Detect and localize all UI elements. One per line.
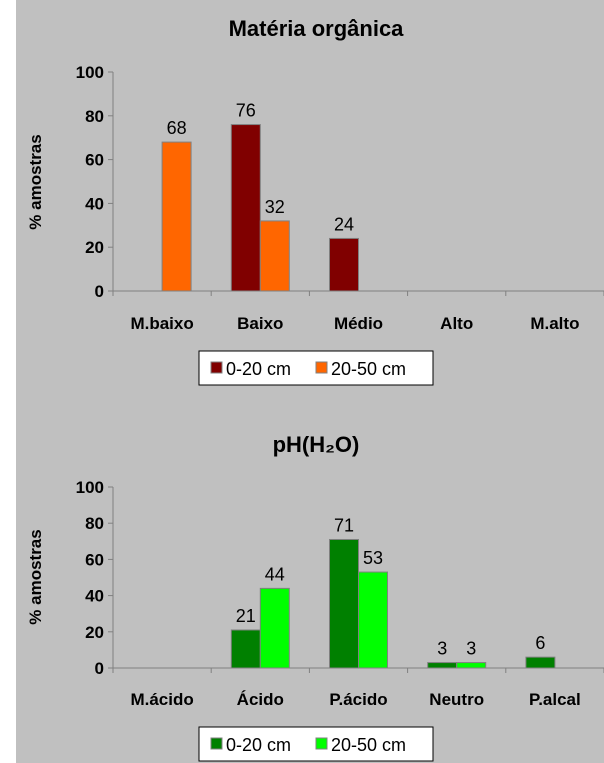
bar (329, 237, 359, 292)
data-label: 71 (334, 515, 354, 535)
legend-swatch (210, 737, 223, 750)
legend-label: 20-50 cm (331, 359, 406, 379)
bar (259, 220, 290, 292)
bar (329, 538, 359, 669)
x-tick-label: Médio (334, 314, 383, 333)
y-tick-label: 40 (85, 587, 104, 606)
y-tick-label: 60 (85, 550, 104, 569)
y-tick-label: 0 (95, 659, 104, 678)
data-label: 53 (363, 548, 383, 568)
bar (230, 124, 261, 292)
data-label: 44 (265, 564, 285, 584)
legend-swatch (315, 361, 328, 374)
legend-label: 0-20 cm (226, 359, 291, 379)
x-tick-label: M.ácido (130, 690, 193, 709)
x-tick-label: Alto (440, 314, 473, 333)
y-tick-label: 100 (76, 478, 104, 497)
y-axis-label: % amostras (26, 529, 45, 624)
chart-title: pH(H₂O) (273, 432, 360, 457)
x-tick-label: M.baixo (130, 314, 193, 333)
bar (259, 587, 290, 669)
ph-chart: pH(H₂O) % amostras 0 20 40 60 80 100 M.ácido Ác… (26, 432, 604, 762)
data-label: 76 (236, 101, 256, 121)
data-label: 21 (236, 606, 256, 626)
data-label: 32 (265, 197, 285, 217)
x-tick-label: P.ácido (329, 690, 387, 709)
data-label: 24 (334, 214, 354, 234)
organic-matter-chart: Matéria orgânica % amostras 0 20 40 60 80 100… (26, 16, 604, 386)
y-tick-label: 80 (85, 514, 104, 533)
y-tick-label: 80 (85, 107, 104, 126)
bar (427, 662, 458, 669)
bar (525, 656, 556, 669)
x-tick-label: Ácido (237, 690, 284, 709)
legend-swatch (315, 737, 328, 750)
x-tick-label: P.alcal (529, 690, 581, 709)
y-tick-label: 0 (95, 282, 104, 301)
bar (161, 141, 192, 292)
y-axis-label: % amostras (26, 134, 45, 229)
bar (230, 629, 261, 669)
data-label: 68 (167, 118, 187, 138)
data-label: 3 (466, 639, 476, 659)
legend-label: 20-50 cm (331, 735, 406, 755)
legend-label: 0-20 cm (226, 735, 291, 755)
x-tick-label: Neutro (429, 690, 484, 709)
bar (358, 571, 388, 669)
data-label: 6 (535, 633, 545, 653)
y-tick-label: 100 (76, 63, 104, 82)
x-tick-label: Baixo (237, 314, 283, 333)
y-tick-label: 20 (85, 238, 104, 257)
y-tick-label: 40 (85, 194, 104, 213)
chart-title: Matéria orgânica (229, 16, 405, 41)
y-tick-label: 20 (85, 623, 104, 642)
y-tick-label: 60 (85, 151, 104, 170)
bar (456, 662, 487, 669)
legend-swatch (210, 361, 223, 374)
data-label: 3 (437, 639, 447, 659)
x-tick-label: M.alto (530, 314, 579, 333)
